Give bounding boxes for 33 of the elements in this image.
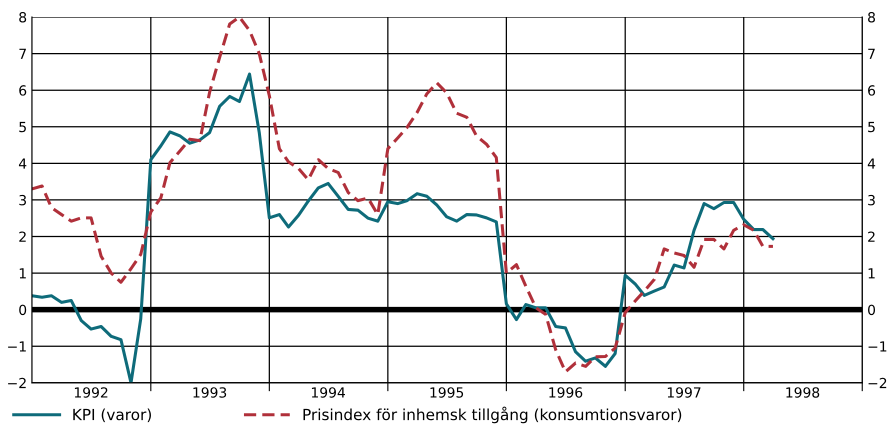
x-tick-label: 1996	[549, 387, 582, 398]
y-tick-label: 7	[19, 48, 26, 59]
legend-label: Prisindex för inhemsk tillgång (konsumtionsvaror)	[304, 406, 682, 424]
y-tick-label: 0	[19, 304, 26, 316]
y-tick-label: 2	[19, 231, 26, 242]
y-tick-label: 8	[19, 12, 26, 23]
y2-tick-label: −1	[868, 341, 886, 352]
y-tick-label: 1	[20, 268, 26, 278]
x-tick-label: 1998	[786, 387, 820, 398]
x-tick-label: 1995	[430, 387, 464, 398]
y2-tick-label: 6	[868, 85, 876, 96]
legend-label: KPI (varor)	[73, 408, 151, 422]
y2-tick-label: 5	[868, 122, 875, 132]
y-tick-label: −2	[8, 378, 26, 388]
y2-tick-label: 0	[868, 304, 876, 316]
x-tick-label: 1993	[193, 387, 226, 398]
y2-tick-label: 8	[868, 12, 875, 23]
y2-tick-label: 4	[868, 158, 876, 169]
y2-tick-label: −2	[868, 378, 886, 388]
line-series	[32, 72, 774, 383]
y-tick-label: 5	[19, 122, 26, 132]
x-tick-label: 1997	[668, 387, 700, 398]
y-tick-label: −1	[8, 341, 26, 352]
y-tick-label: 6	[19, 85, 26, 96]
y2-tick-label: 2	[868, 231, 875, 242]
y2-tick-label: 1	[868, 268, 875, 278]
y-tick-label: 4	[18, 158, 26, 169]
y2-tick-label: 3	[868, 194, 875, 206]
x-tick-label: 1994	[312, 387, 345, 398]
y2-tick-label: 7	[868, 48, 875, 59]
x-tick-label: 1992	[74, 387, 108, 398]
y-tick-label: 3	[19, 194, 26, 206]
line-series	[32, 17, 774, 374]
